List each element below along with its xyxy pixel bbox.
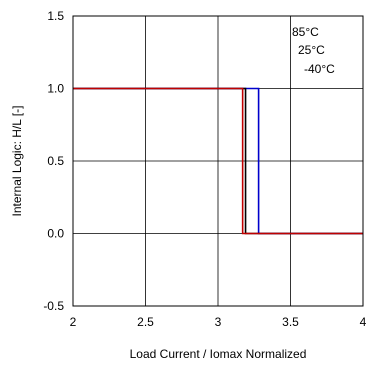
x-tick-labels: 2 2.5 3 3.5 4 (70, 315, 367, 329)
y-tick-label: 0.5 (47, 154, 64, 168)
y-tick-label: 0.0 (47, 227, 64, 241)
x-tick-label: 2.5 (137, 315, 154, 329)
legend-entry: -40°C (304, 62, 335, 76)
y-tick-label: 1.0 (47, 82, 64, 96)
y-tick-label: -0.5 (43, 299, 64, 313)
series-line (73, 87, 363, 235)
y-tick-labels: -0.5 0.0 0.5 1.0 1.5 (43, 9, 64, 313)
legend: 85°C 25°C -40°C (292, 25, 335, 76)
x-tick-label: 2 (70, 315, 77, 329)
x-tick-label: 4 (360, 315, 367, 329)
plot-frame (72, 15, 364, 307)
x-tick-label: 3 (215, 315, 222, 329)
series-layer (73, 87, 363, 235)
x-tick-label: 3.5 (282, 315, 299, 329)
y-axis-title: Internal Logic: H/L [-] (10, 106, 24, 217)
legend-entry: 25°C (298, 43, 325, 57)
legend-entry: 85°C (292, 25, 319, 39)
y-tick-label: 1.5 (47, 9, 64, 23)
x-axis-title: Load Current / Iomax Normalized (130, 347, 307, 361)
